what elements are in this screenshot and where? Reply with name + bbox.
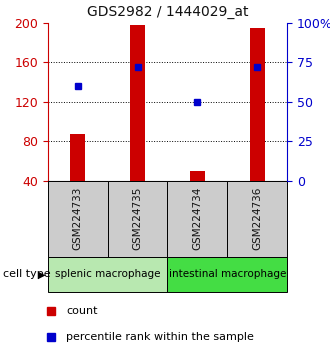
Bar <box>48 257 168 292</box>
Text: GSM224735: GSM224735 <box>133 187 143 250</box>
Bar <box>168 181 227 257</box>
Bar <box>70 134 85 181</box>
Bar <box>190 171 205 181</box>
Bar <box>108 181 167 257</box>
Text: ▶: ▶ <box>38 269 46 279</box>
Bar <box>227 181 287 257</box>
Text: cell type: cell type <box>3 269 51 279</box>
Text: GSM224736: GSM224736 <box>252 187 262 250</box>
Text: GSM224733: GSM224733 <box>73 187 83 250</box>
Text: count: count <box>66 306 97 316</box>
Text: splenic macrophage: splenic macrophage <box>55 269 160 279</box>
Bar <box>168 257 287 292</box>
Title: GDS2982 / 1444029_at: GDS2982 / 1444029_at <box>87 5 248 19</box>
Bar <box>130 25 145 181</box>
Text: GSM224734: GSM224734 <box>192 187 202 250</box>
Bar <box>250 28 265 181</box>
Bar <box>48 181 108 257</box>
Text: percentile rank within the sample: percentile rank within the sample <box>66 332 254 342</box>
Text: intestinal macrophage: intestinal macrophage <box>169 269 286 279</box>
